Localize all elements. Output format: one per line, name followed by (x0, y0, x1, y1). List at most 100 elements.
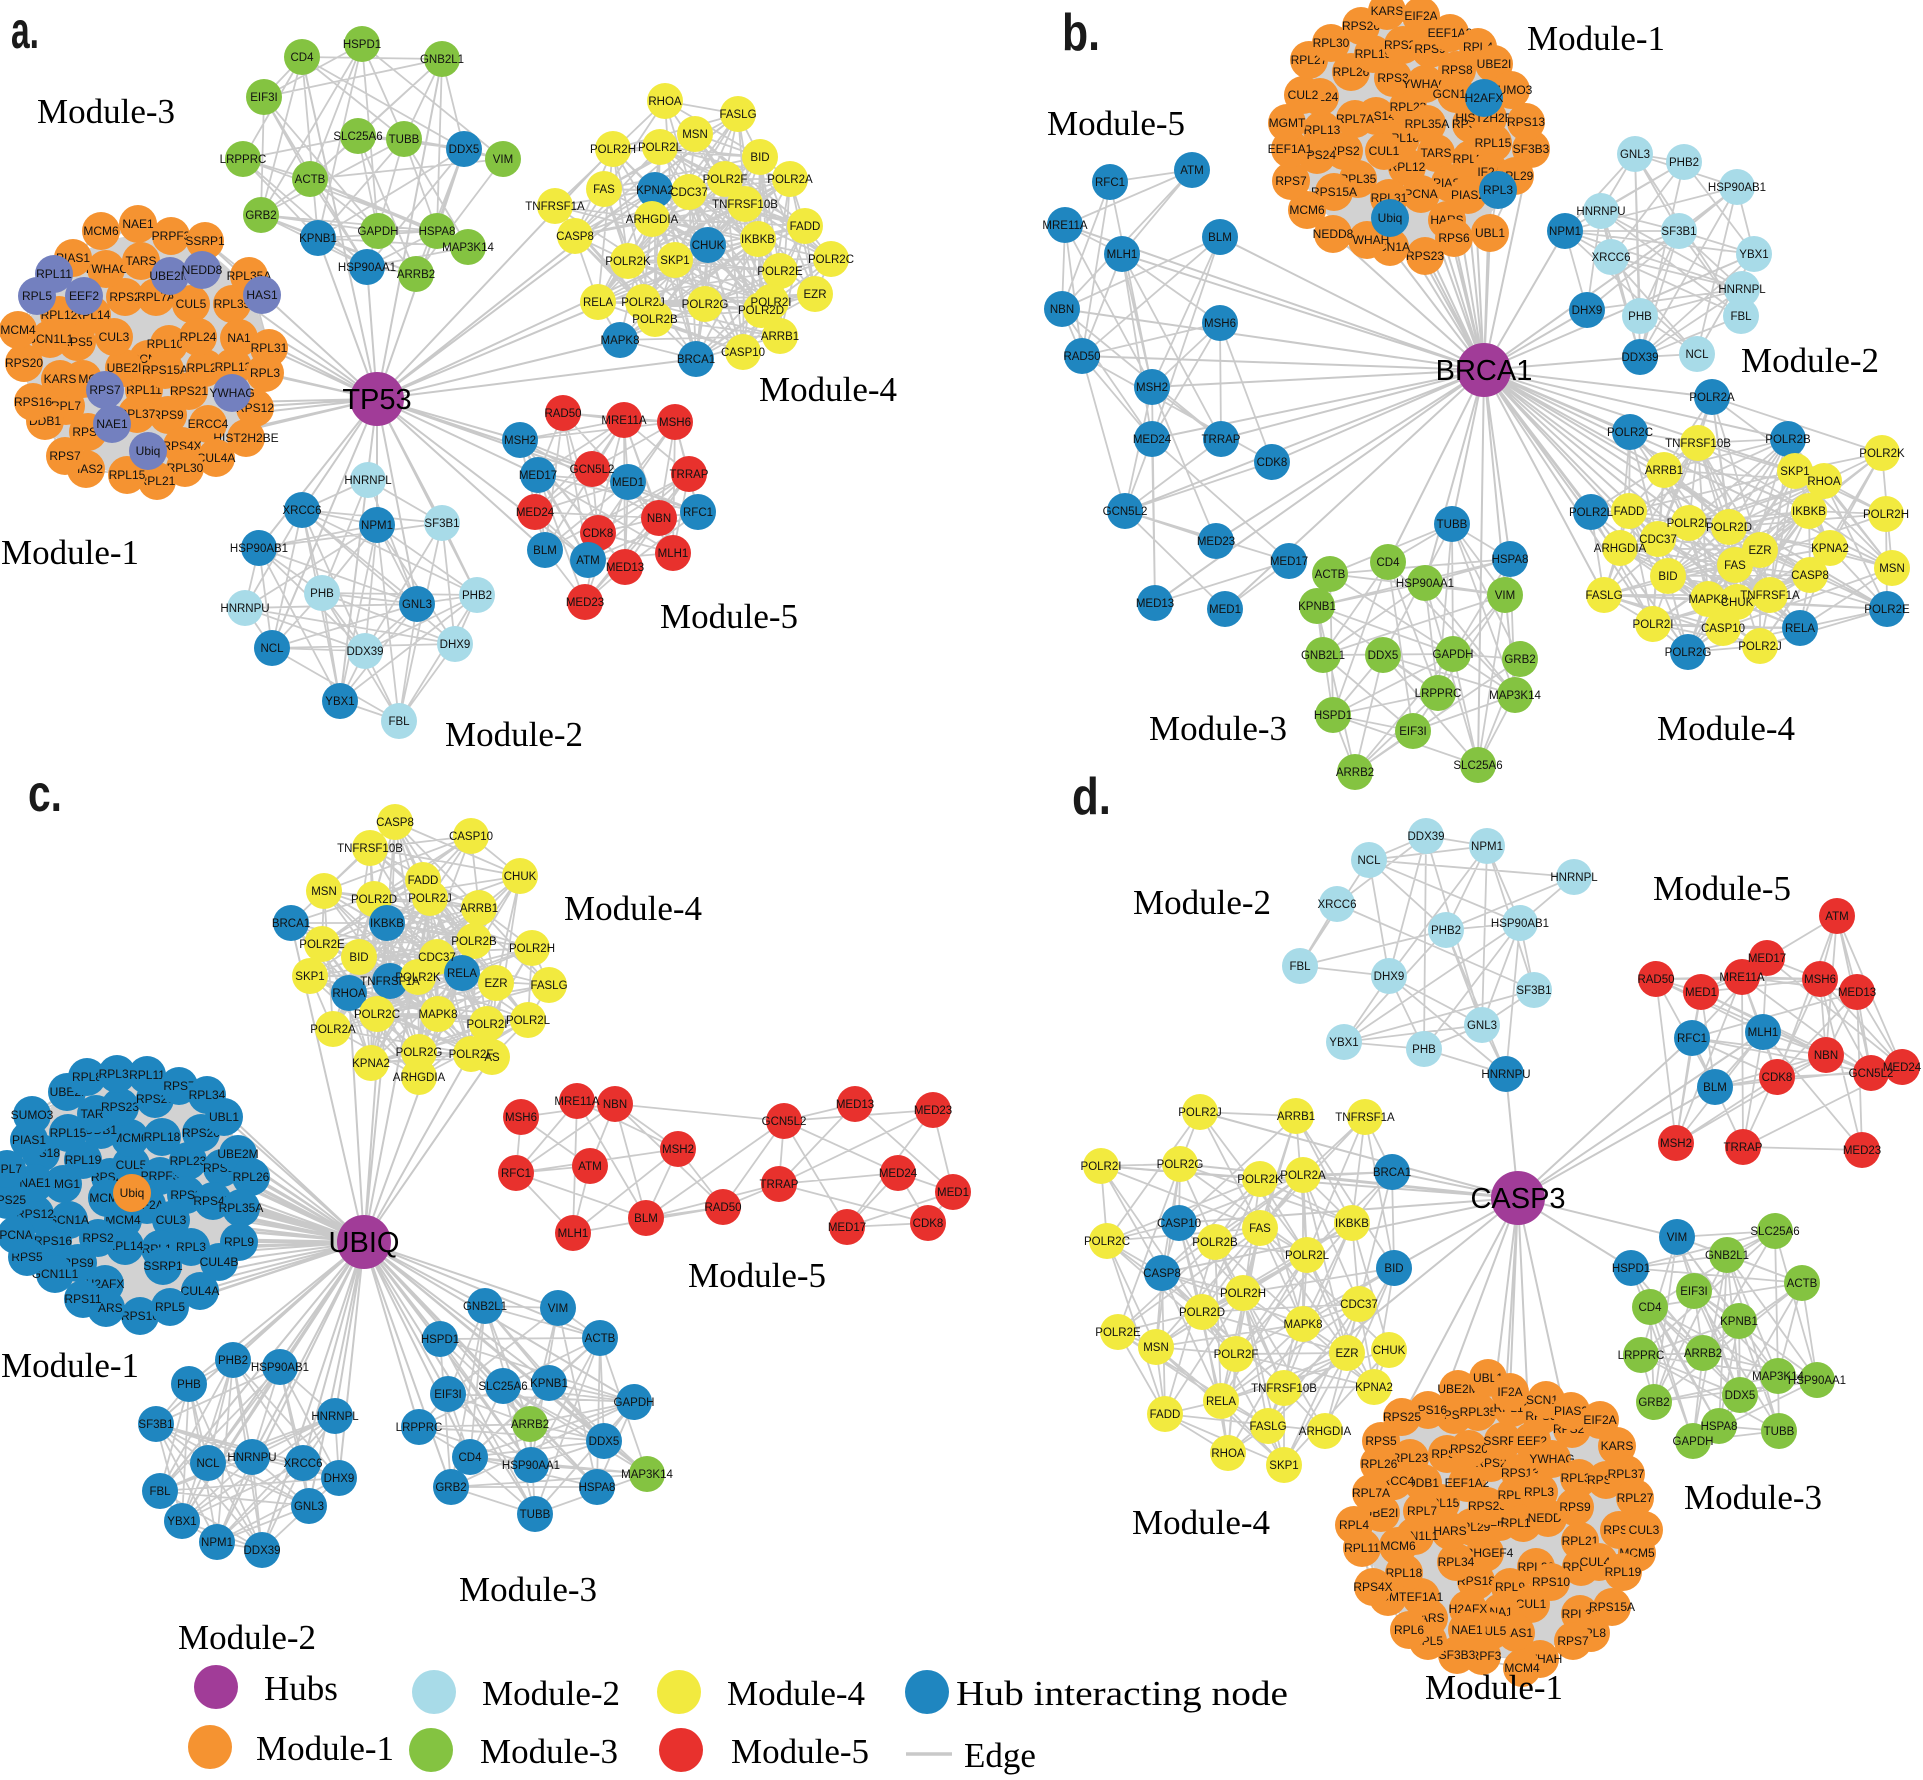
svg-text:POLR2K: POLR2K (395, 972, 441, 984)
svg-text:POLR2J: POLR2J (1178, 1107, 1221, 1119)
svg-text:POLR2H: POLR2H (590, 144, 636, 156)
svg-text:RPS7: RPS7 (163, 1079, 195, 1093)
svg-text:POLR2L: POLR2L (638, 142, 683, 154)
svg-text:PHB2: PHB2 (1431, 925, 1461, 937)
svg-text:MED24: MED24 (879, 1168, 918, 1180)
svg-text:GAPDH: GAPDH (614, 1397, 655, 1409)
svg-text:Edge: Edge (964, 1736, 1036, 1775)
svg-text:POLR2B: POLR2B (1765, 434, 1811, 446)
svg-text:POLR2F: POLR2F (1667, 518, 1712, 530)
svg-text:GRB2: GRB2 (1638, 1397, 1669, 1409)
svg-text:POLR2C: POLR2C (1084, 1236, 1130, 1248)
svg-text:EEF1A2: EEF1A2 (1428, 26, 1473, 40)
svg-text:RPS6: RPS6 (1438, 231, 1470, 245)
svg-text:MED13: MED13 (1136, 598, 1174, 610)
svg-text:RAD50: RAD50 (1063, 351, 1100, 363)
svg-text:SF3B1: SF3B1 (1661, 226, 1696, 238)
svg-text:RPS9: RPS9 (1559, 1500, 1591, 1514)
svg-text:POLR2E: POLR2E (757, 266, 803, 278)
svg-text:POLR2D: POLR2D (738, 305, 784, 317)
svg-text:GNB2L1: GNB2L1 (1301, 650, 1345, 662)
svg-text:EIF3I: EIF3I (250, 92, 277, 104)
svg-text:HNRNPU: HNRNPU (227, 1452, 276, 1464)
svg-text:HNRNPL: HNRNPL (1718, 284, 1766, 296)
svg-text:HIST2H2BE: HIST2H2BE (1455, 111, 1520, 125)
svg-text:EIF2A: EIF2A (1404, 9, 1437, 23)
svg-text:RPS25: RPS25 (1383, 1410, 1421, 1424)
svg-text:RPS7: RPS7 (1557, 1634, 1589, 1648)
svg-text:Module-5: Module-5 (688, 1256, 826, 1295)
svg-text:CASP8: CASP8 (376, 817, 414, 829)
svg-text:a.: a. (11, 2, 39, 60)
svg-text:RPL37: RPL37 (1608, 1467, 1645, 1481)
svg-text:MSH2: MSH2 (1660, 1138, 1692, 1150)
svg-text:GCN5L2: GCN5L2 (1849, 1068, 1894, 1080)
svg-text:POLR2B: POLR2B (632, 314, 678, 326)
svg-text:MED23: MED23 (1197, 536, 1235, 548)
svg-text:TNFRSF10B: TNFRSF10B (337, 843, 403, 855)
svg-text:d.: d. (1072, 768, 1111, 826)
svg-text:TRRAP: TRRAP (760, 1179, 799, 1191)
svg-text:MLH1: MLH1 (1748, 1027, 1779, 1039)
svg-text:RPL3: RPL3 (1524, 1485, 1554, 1499)
svg-text:UBIQ: UBIQ (329, 1227, 400, 1259)
svg-text:ARRB1: ARRB1 (1645, 465, 1683, 477)
svg-text:RPL21: RPL21 (1562, 1534, 1599, 1548)
svg-text:HNRNPU: HNRNPU (1576, 206, 1625, 218)
svg-text:RPL7A: RPL7A (1336, 112, 1374, 126)
svg-text:VIM: VIM (548, 1303, 568, 1315)
svg-text:GNL3: GNL3 (294, 1501, 324, 1513)
svg-text:RPL7A: RPL7A (1352, 1486, 1390, 1500)
svg-text:CUL3: CUL3 (1629, 1523, 1660, 1537)
svg-text:ARRB2: ARRB2 (1336, 767, 1374, 779)
svg-text:TNFRSF1A: TNFRSF1A (1740, 590, 1800, 602)
svg-text:PHB2: PHB2 (462, 590, 492, 602)
svg-text:MSH6: MSH6 (1804, 974, 1836, 986)
svg-text:RPL21: RPL21 (139, 474, 176, 488)
svg-text:RPL13: RPL13 (1304, 123, 1341, 137)
svg-text:POLR2D: POLR2D (1179, 1307, 1225, 1319)
svg-text:EIF3I: EIF3I (1680, 1286, 1707, 1298)
svg-text:TUBB: TUBB (389, 134, 420, 146)
svg-text:DDX5: DDX5 (1368, 650, 1399, 662)
svg-text:HIST2H2BE: HIST2H2BE (213, 431, 278, 445)
svg-text:Ubiq: Ubiq (120, 1186, 145, 1200)
svg-text:EEF1A1: EEF1A1 (1268, 142, 1313, 156)
svg-text:CASP3: CASP3 (1470, 1183, 1565, 1215)
svg-text:ACTB: ACTB (585, 1333, 616, 1345)
svg-text:MLH1: MLH1 (558, 1228, 589, 1240)
svg-text:HSPA8: HSPA8 (579, 1482, 616, 1494)
svg-text:GRB2: GRB2 (435, 1482, 466, 1494)
svg-text:PCNA: PCNA (1404, 187, 1437, 201)
svg-text:CHUK: CHUK (1721, 597, 1754, 609)
svg-text:RPL19: RPL19 (1355, 47, 1392, 61)
svg-text:CHUK: CHUK (1373, 1345, 1406, 1357)
svg-text:BID: BID (349, 952, 368, 964)
svg-text:NCL: NCL (196, 1458, 220, 1470)
svg-text:GCN1L1: GCN1L1 (27, 332, 74, 346)
svg-text:YBX1: YBX1 (325, 696, 354, 708)
svg-text:MRE11A: MRE11A (554, 1096, 599, 1108)
svg-text:HNRNPU: HNRNPU (1481, 1069, 1530, 1081)
svg-text:NEDD8: NEDD8 (182, 263, 223, 277)
svg-text:Module-4: Module-4 (727, 1674, 865, 1713)
svg-text:POLR2I: POLR2I (1081, 1161, 1122, 1173)
svg-text:FBL: FBL (149, 1486, 171, 1498)
svg-text:MSH2: MSH2 (504, 435, 536, 447)
svg-text:MED23: MED23 (566, 597, 604, 609)
svg-text:POLR2I: POLR2I (467, 1019, 508, 1031)
svg-text:NAE1: NAE1 (1451, 1623, 1483, 1637)
svg-text:FADD: FADD (1150, 1409, 1181, 1421)
svg-text:RPL4: RPL4 (1339, 1518, 1369, 1532)
svg-text:SKP1: SKP1 (295, 971, 324, 983)
svg-text:Ubiq: Ubiq (1378, 211, 1403, 225)
svg-text:VIM: VIM (1495, 590, 1515, 602)
svg-text:CD4: CD4 (1376, 557, 1400, 569)
svg-text:H2AFX: H2AFX (1465, 91, 1504, 105)
svg-text:NCL: NCL (1357, 855, 1381, 867)
svg-text:ACTB: ACTB (1787, 1278, 1818, 1290)
svg-text:PRPF3: PRPF3 (152, 229, 191, 243)
svg-text:NBN: NBN (603, 1099, 627, 1111)
svg-text:Module-5: Module-5 (1653, 869, 1791, 908)
svg-text:FADD: FADD (790, 221, 821, 233)
